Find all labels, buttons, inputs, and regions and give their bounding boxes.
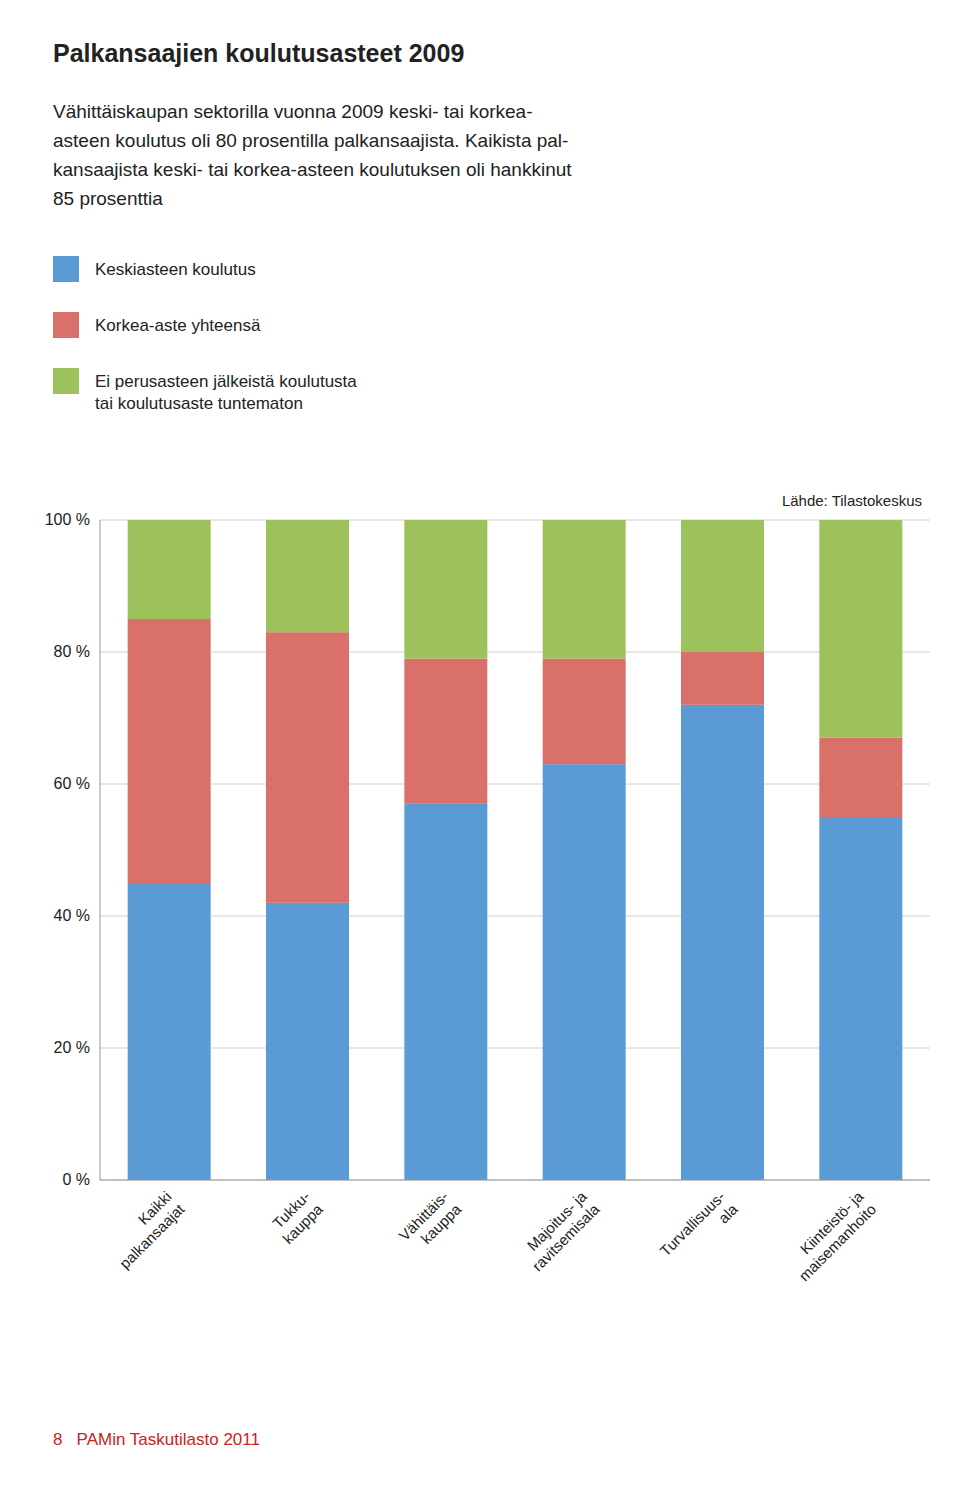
legend-swatch: [53, 256, 79, 282]
bar: [266, 632, 349, 903]
grid-line: [100, 520, 930, 521]
x-tick-label: Kaikkipalkansaajat: [103, 1187, 188, 1272]
bar: [819, 738, 902, 817]
bar: [404, 659, 487, 804]
bar: [266, 903, 349, 1180]
grid-line: [100, 784, 930, 785]
bar: [128, 883, 211, 1180]
grid-line: [100, 652, 930, 653]
bar: [404, 520, 487, 659]
legend-label: Korkea-aste yhteensä: [95, 316, 261, 335]
legend: Keskiasteen koulutus Korkea-aste yhteensä…: [53, 256, 357, 413]
background: [0, 0, 960, 1488]
x-tick-label: Turvallisuus-ala: [656, 1187, 741, 1272]
bar: [128, 619, 211, 883]
x-tick-label: Tukku-kauppa: [266, 1187, 326, 1247]
chart: Palkansaajien koulutusasteet 2009 Vähittä…: [0, 0, 960, 1488]
bar: [819, 817, 902, 1180]
y-tick-label: 40 %: [54, 907, 90, 924]
y-tick-label: 60 %: [54, 775, 90, 792]
bar: [404, 804, 487, 1180]
y-axis: [100, 520, 101, 1180]
bar: [543, 764, 626, 1180]
bar: [681, 705, 764, 1180]
bars: [128, 520, 903, 1180]
grid-line: [100, 1180, 930, 1181]
x-tick-label: Kiinteistö- jamaisemanhoito: [783, 1187, 880, 1284]
x-tick-label: Vähittäis-kauppa: [395, 1187, 464, 1256]
y-tick-label: 80 %: [54, 643, 90, 660]
bar: [819, 520, 902, 738]
legend-label: Keskiasteen koulutus: [95, 260, 256, 279]
x-tick-label: Majoitus- jaravitsemisala: [516, 1187, 603, 1274]
bar: [128, 520, 211, 619]
y-tick-label: 100 %: [45, 511, 90, 528]
footer: 8 PAMin Taskutilasto 2011: [53, 1430, 260, 1449]
legend-label: Ei perusasteen jälkeistä koulutustatai k…: [95, 372, 357, 413]
title: Palkansaajien koulutusasteet 2009: [53, 39, 464, 67]
bar: [681, 652, 764, 705]
grid-line: [100, 916, 930, 917]
bar: [266, 520, 349, 632]
y-tick-label: 20 %: [54, 1039, 90, 1056]
subtitle: Vähittäiskaupan sektorilla vuonna 2009 k…: [53, 101, 572, 209]
legend-swatch: [53, 368, 79, 394]
x-axis: [100, 1180, 930, 1181]
bar: [543, 659, 626, 765]
legend-swatch: [53, 312, 79, 338]
bar: [681, 520, 764, 652]
bar: [543, 520, 626, 659]
y-tick-label: 0 %: [62, 1171, 90, 1188]
source-note: Lähde: Tilastokeskus: [782, 492, 922, 509]
grid: [100, 520, 930, 1180]
grid-line: [100, 1048, 930, 1049]
